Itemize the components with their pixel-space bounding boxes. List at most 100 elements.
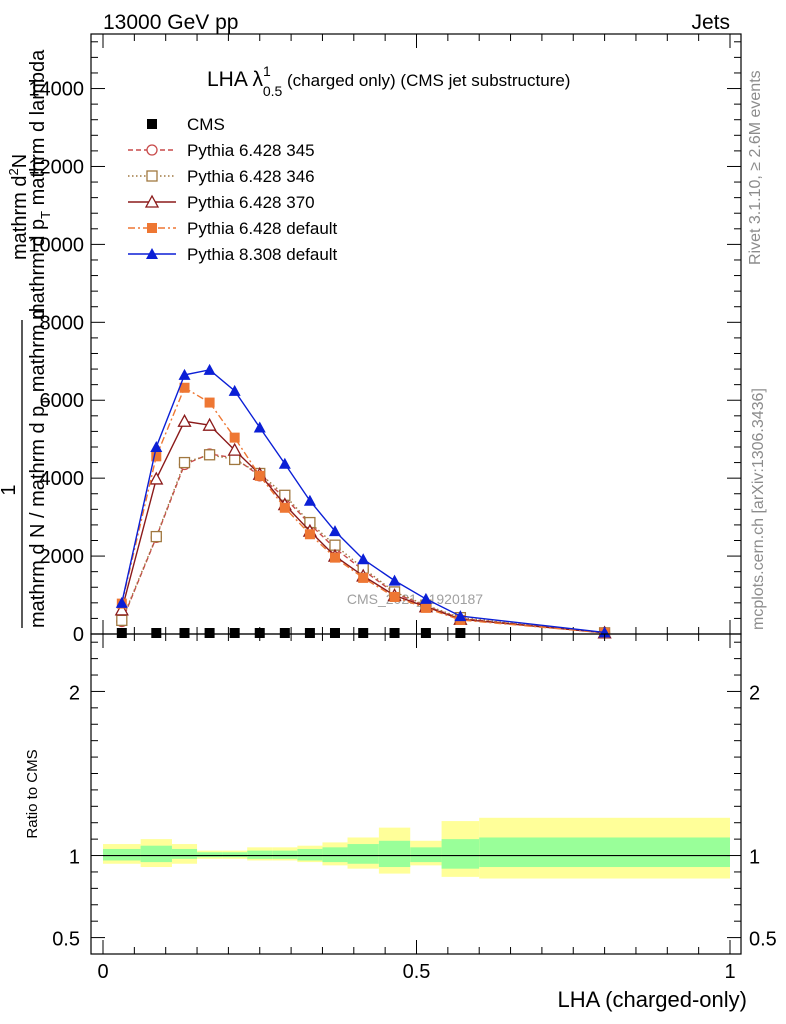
ylabel-upper-b: mathrm d pT mathrm d lambda	[27, 49, 53, 320]
legend-entry: Pythia 6.428 370	[128, 193, 315, 212]
data-point	[146, 144, 158, 156]
plot-title: LHA λ1 0.5 (charged only) (CMS jet substr…	[207, 63, 570, 99]
data-point	[204, 397, 215, 408]
data-point	[203, 363, 216, 375]
y-tick-label: 4000	[40, 468, 85, 490]
ratio-inner-band	[479, 837, 730, 868]
rivet-credit: Rivet 3.1.10, ≥ 2.6M events	[747, 70, 764, 265]
data-point	[151, 628, 162, 638]
legend-entry: Pythia 8.308 default	[128, 245, 338, 264]
ratio-inner-band	[347, 844, 379, 864]
y-tick-label: 8000	[40, 312, 85, 334]
x-tick-label: 1	[724, 961, 735, 983]
data-point	[179, 628, 190, 638]
ylabel-one: 1	[0, 484, 20, 495]
data-point	[146, 248, 158, 259]
data-point	[389, 591, 400, 602]
data-point	[388, 574, 401, 586]
ratio-inner-band	[297, 848, 323, 861]
data-point	[178, 456, 191, 469]
data-point	[229, 453, 241, 466]
ratio-plot-frame	[90, 633, 742, 955]
y-tick-label: 6000	[40, 390, 85, 412]
y-tick-label: 0	[73, 624, 84, 646]
data-point	[177, 413, 192, 427]
data-point	[329, 552, 340, 563]
data-point	[229, 628, 240, 638]
data-point	[202, 417, 217, 431]
data-point	[389, 628, 400, 638]
data-point	[329, 539, 341, 551]
data-point	[358, 572, 369, 583]
analysis-watermark: CMS_2021_I1920187	[347, 591, 483, 607]
data-point	[420, 628, 431, 638]
main-series	[114, 363, 612, 639]
y-tick-label: 2000	[40, 546, 85, 568]
legend: CMS Pythia 6.428 345 Pythia 6.428 346 Pythi…	[128, 115, 338, 264]
y-tick-label: 10000	[28, 234, 84, 256]
ratio-y-tick-label-right: 2	[749, 682, 760, 704]
data-point	[147, 223, 157, 233]
data-point	[420, 602, 431, 613]
data-point	[116, 628, 127, 638]
x-tick-label: 0.5	[403, 961, 431, 983]
ratio-y-tick-label: 1	[69, 847, 80, 869]
legend-entry: Pythia 6.428 346	[128, 167, 315, 186]
data-point	[146, 170, 158, 182]
legend-label: Pythia 6.428 default	[187, 219, 338, 238]
ratio-y-tick-label: 0.5	[52, 929, 80, 951]
data-point	[357, 553, 370, 565]
ratio-y-axis: 0.5 0.5 1 1 2 2	[52, 641, 777, 951]
x-axis-label: LHA (charged-only)	[557, 987, 747, 1012]
data-point	[147, 119, 157, 129]
ratio-inner-band	[140, 845, 172, 863]
legend-label: CMS	[187, 115, 225, 134]
data-point	[178, 368, 191, 380]
data-point	[303, 494, 316, 506]
series-pythia-6-428-345	[116, 448, 611, 639]
data-point	[254, 470, 265, 481]
legend-entry: Pythia 6.428 default	[128, 219, 338, 238]
series-line	[121, 369, 605, 634]
data-point	[144, 194, 160, 208]
header-left: 13000 GeV pp	[103, 11, 238, 34]
data-point	[149, 471, 164, 485]
data-point	[179, 382, 190, 393]
data-point	[151, 451, 162, 462]
data-point	[227, 442, 242, 456]
ratio-y-tick-label: 2	[69, 682, 80, 704]
ratio-ylabel: Ratio to CMS	[24, 749, 41, 838]
data-point	[114, 602, 129, 616]
mcplots-credit: mcplots.cern.ch [arXiv:1306.3436]	[750, 388, 767, 630]
y-tick-label: 14000	[28, 79, 84, 101]
ylabel-lower: mathrm d N / mathrm d pT mathrm d	[27, 308, 53, 628]
data-point	[150, 440, 163, 452]
data-point	[203, 449, 216, 461]
data-point	[279, 502, 290, 513]
data-point	[204, 628, 215, 638]
ratio-inner-band	[378, 840, 411, 868]
data-point	[254, 628, 265, 638]
data-point	[454, 610, 467, 622]
data-point	[228, 384, 241, 396]
ratio-y-tick-label-right: 0.5	[749, 929, 777, 951]
data-point	[455, 628, 466, 638]
legend-entry: Pythia 6.428 345	[128, 141, 315, 160]
legend-entry: CMS	[147, 115, 225, 134]
y-tick-label: 12000	[28, 156, 84, 178]
ratio-inner-band	[272, 850, 298, 859]
ratio-inner-band	[103, 848, 141, 861]
ylabel-upper-a: mathrm d2N	[6, 154, 31, 260]
legend-label: Pythia 6.428 346	[187, 167, 315, 186]
ratio-inner-band	[441, 839, 480, 869]
legend-label: Pythia 6.428 345	[187, 141, 315, 160]
legend-label: Pythia 8.308 default	[187, 245, 338, 264]
main-x-ticks	[102, 34, 731, 634]
legend-label: Pythia 6.428 370	[187, 193, 315, 212]
main-y-axis: 0 2000 4000 6000 8000 10000 12000 14000	[28, 41, 741, 646]
main-ylabel: 1 mathrm d N / mathrm d pT mathrm d math…	[0, 49, 53, 628]
data-point	[279, 628, 290, 638]
series-pythia-6-428-346	[116, 449, 611, 639]
data-point	[253, 421, 266, 433]
